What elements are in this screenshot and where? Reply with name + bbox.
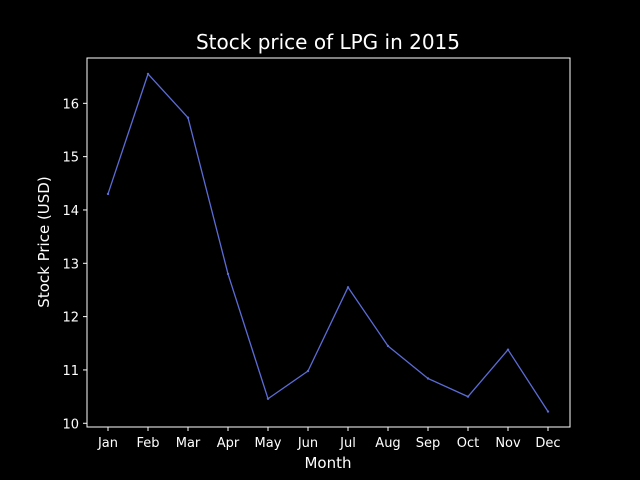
y-tick-label: 12	[62, 311, 79, 326]
axes-frame	[86, 57, 571, 428]
data-point-may	[266, 397, 270, 400]
data-point-jan	[106, 192, 110, 196]
data-point-sep	[426, 377, 430, 380]
y-tick-label: 13	[62, 257, 79, 272]
y-tick-label: 15	[62, 151, 79, 166]
data-point-oct	[466, 395, 470, 398]
data-point-nov	[506, 348, 510, 351]
data-point-jul	[346, 286, 350, 289]
y-tick-label: 16	[62, 97, 79, 112]
y-axis-label: Stock Price (USD)	[35, 176, 53, 307]
data-point-dec	[546, 410, 550, 413]
y-tick-label: 14	[62, 204, 79, 219]
x-tick-label: Feb	[136, 436, 159, 451]
y-tick-label: 11	[62, 364, 79, 379]
x-tick-label: Sep	[416, 436, 441, 451]
plot-area: Jan Feb Mar Apr May Jun Jul Aug Sep Oct Nov Dec 10 11…	[62, 57, 571, 451]
x-tick-label: May	[255, 436, 282, 451]
x-tick-label: Aug	[375, 436, 400, 451]
data-point-feb	[146, 72, 150, 76]
x-tick-label: Jun	[297, 436, 318, 451]
data-point-mar	[186, 116, 190, 119]
x-axis-label: Month	[304, 454, 351, 472]
data-point-jun	[306, 369, 310, 373]
x-tick-label: Jul	[339, 436, 356, 451]
chart-title: Stock price of LPG in 2015	[196, 30, 460, 54]
x-tick-label: Oct	[457, 436, 479, 451]
x-tick-label: Dec	[535, 436, 560, 451]
x-tick-label: Jan	[97, 436, 118, 451]
data-point-aug	[386, 344, 390, 348]
data-point-apr	[226, 272, 230, 276]
x-tick-label: Apr	[217, 436, 240, 451]
x-tick-label: Mar	[176, 436, 201, 451]
y-tick-label: 10	[62, 417, 79, 432]
series-line	[107, 73, 549, 412]
x-tick-label: Nov	[495, 436, 521, 451]
